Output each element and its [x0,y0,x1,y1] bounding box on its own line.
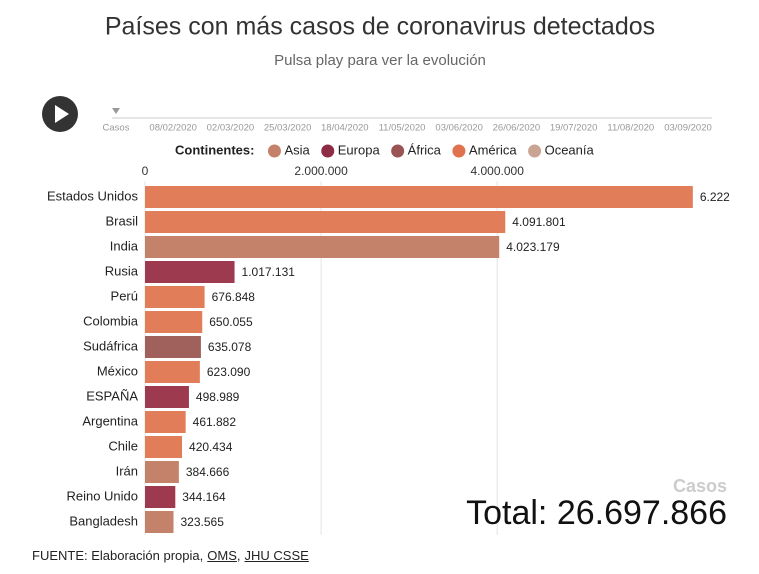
bar [145,186,693,208]
bar [145,486,176,508]
bar [145,211,506,233]
bar [145,261,235,283]
legend-swatch [321,144,335,158]
value-label: 323.565 [180,515,224,529]
timeline-label: 02/03/2020 [207,123,255,134]
bar [145,461,179,483]
source-link[interactable]: OMS [207,548,237,563]
timeline-handle[interactable] [112,108,120,114]
legend-label: África [408,142,442,157]
y-tick-label: Estados Unidos [47,188,139,203]
play-icon[interactable] [55,105,69,123]
legend-label: Asia [284,142,310,157]
bar [145,311,203,333]
source-text: FUENTE: Elaboración propia, [32,548,204,563]
chart-subtitle: Pulsa play para ver la evolución [274,52,486,69]
timeline-label: Casos [103,123,130,134]
value-label: 1.017.131 [242,265,296,279]
legend-swatch [267,144,281,158]
y-tick-label: Sudáfrica [83,338,139,353]
footer: FUENTE: Elaboración propia, OMS, JHU CSSE [32,548,309,563]
y-tick-label: Colombia [83,313,139,328]
bar [145,511,174,533]
bar [145,386,189,408]
legend-swatch [528,144,542,158]
y-tick-label: ESPAÑA [86,388,138,403]
bar [145,411,186,433]
y-tick-label: Bangladesh [69,513,138,528]
legend-swatch [391,144,405,158]
y-tick-label: Irán [116,463,138,478]
total-label: Total: 26.697.866 [466,494,727,532]
value-label: 498.989 [196,390,240,404]
bar [145,336,201,358]
timeline-label: 25/03/2020 [264,123,312,134]
value-label: 623.090 [207,365,251,379]
timeline-label: 18/04/2020 [321,123,369,134]
legend-label: Oceanía [545,142,595,157]
y-tick-label: Brasil [105,213,138,228]
value-label: 4.023.179 [506,240,560,254]
value-label: 384.666 [186,465,230,479]
chart: Países con más casos de coronavirus dete… [42,13,730,535]
value-label: 4.091.801 [512,215,566,229]
value-label: 461.882 [193,415,237,429]
y-tick-label: India [110,238,139,253]
value-label: 676.848 [212,290,256,304]
y-tick-label: Rusia [105,263,139,278]
bar [145,361,200,383]
measure-label: Casos [673,476,727,496]
timeline-label: 11/08/2020 [607,123,654,134]
value-label: 635.078 [208,340,252,354]
bar [145,436,183,458]
legend-title: Continentes: [175,142,254,157]
legend-label: América [469,142,517,157]
y-tick-label: Argentina [82,413,138,428]
x-tick-label: 4.000.000 [470,164,524,178]
timeline-label: 19/07/2020 [550,123,598,134]
timeline-label: 03/09/2020 [664,123,712,134]
timeline-label: 08/02/2020 [149,123,197,134]
legend-label: Europa [338,142,381,157]
timeline-label: 11/05/2020 [379,123,426,134]
bar [145,286,205,308]
value-label: 420.434 [189,440,233,454]
timeline-label: 03/06/2020 [435,123,483,134]
y-tick-label: Chile [108,438,138,453]
x-tick-label: 0 [142,164,149,178]
y-tick-label: Perú [111,288,138,303]
source-link[interactable]: JHU CSSE [244,548,309,563]
y-tick-label: Reino Unido [66,488,138,503]
value-label: 6.222 [700,190,730,204]
legend-swatch [452,144,466,158]
chart-title: Países con más casos de coronavirus dete… [105,13,655,41]
play-button[interactable] [42,96,78,132]
value-label: 344.164 [182,490,226,504]
x-tick-label: 2.000.000 [294,164,348,178]
value-label: 650.055 [209,315,253,329]
y-tick-label: México [97,363,138,378]
bar [145,236,500,258]
timeline-label: 26/06/2020 [493,123,541,134]
